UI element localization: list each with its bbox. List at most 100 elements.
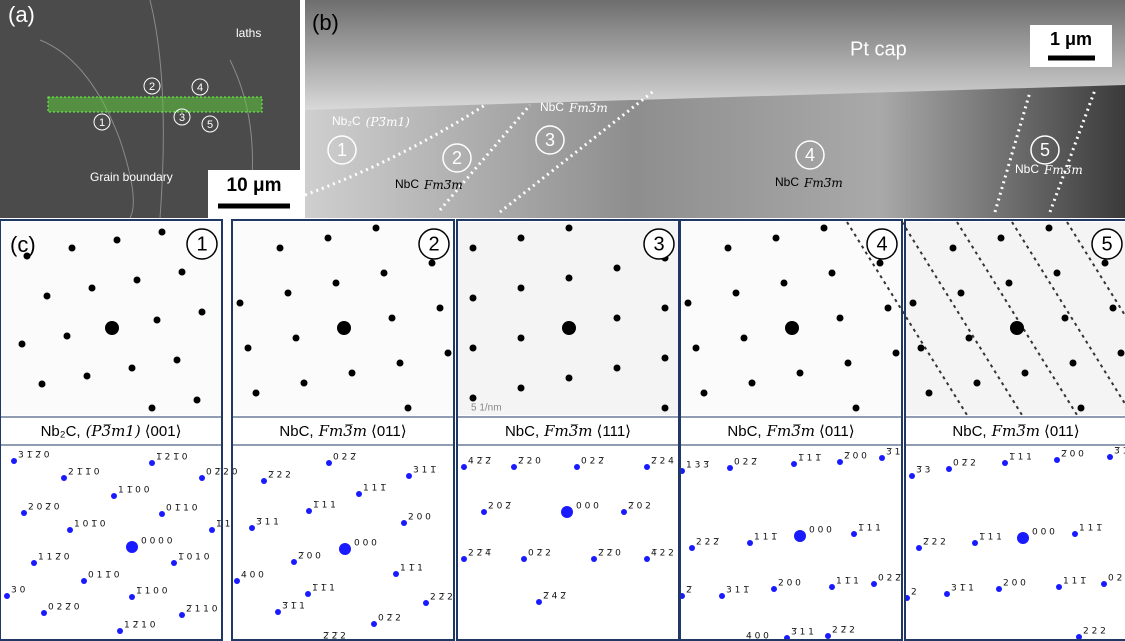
pattern: 4NbC,Fm3̅m⟨011⟩1 3 3̅0 2 2̅1̅ 1 1̅2̅ 0 0… [679,220,902,641]
diffraction-spot [518,285,525,292]
simulated-spot [461,464,467,470]
simulated-spot [791,461,797,467]
simulated-spot [149,460,155,466]
diffraction-spot [566,375,573,382]
phase: NbC [775,175,799,189]
simulated-spot [275,609,281,615]
spot-index: 2 0 2̅ [488,502,512,512]
diffraction-spot [1010,321,1024,335]
simulated-spot [944,591,950,597]
spot-index: 2̅ 2 0 [518,457,541,467]
simulated-spot [339,543,351,555]
simulated-spot [1072,531,1078,537]
diffraction-spot [69,245,76,252]
spot-index: 4 0 0 [241,571,264,581]
spot-index: 2 2 2̅ [696,538,720,548]
simulated-spot [305,591,311,597]
diffraction-spot [998,235,1005,242]
diffraction-spot [958,290,965,297]
scale-text: 1 μm [1050,29,1092,49]
phase: NbC [395,177,419,191]
diffraction-spot [44,293,51,300]
diffraction-spot [566,275,573,282]
zone-axis: ⟨011⟩ [1044,423,1080,440]
caption: NbC,Fm3̅m⟨011⟩ [727,422,854,440]
spot-index: 1 1 1̅ [363,484,387,494]
space-group: Fm3̅m [568,101,608,115]
spot-index: 0 2 2̅ 0 [48,603,80,613]
spot-index: 2̅ 4 2̅ [543,592,567,602]
simulated-spot [561,506,573,518]
spot-index: 2̅ 2 2 [268,471,291,481]
simulated-spot [1017,532,1029,544]
phase: NbC [1015,162,1039,176]
spot-index: 0 1̅ 1 0 [166,504,198,514]
scale-text: 5 1/nm [471,403,502,414]
spot-index: 1̅ 1 1 [979,533,1002,543]
spot-index: 3 1̅ 1 [951,584,974,594]
spot-index: 3̅ 1 [886,448,900,458]
panel-label: (a) [8,2,35,27]
diffraction-spot [285,290,292,297]
diffraction-spot [733,290,740,297]
diffraction-spot [194,397,201,404]
marker: 4 [197,82,203,94]
simulated-spot [837,459,843,465]
simulated-spot [111,493,117,499]
simulated-spot [171,560,177,566]
spot-index: 0 2̅ 2 [953,459,976,469]
region-number: 1 [337,140,347,160]
phase: NbC, [727,423,761,440]
spot-index: 1̅ 1̅ 1 [312,584,335,594]
diffraction-spot [781,280,788,287]
spot-index: 1 2̅ 1 0 [124,621,156,631]
marker: 3 [179,112,185,124]
spot-index: 0 0 0 [809,526,832,536]
spot-index: 2 2̅ 2 [832,626,855,636]
spot-index: 2 0 0 [1003,579,1026,589]
simulated-spot [31,560,37,566]
spot-index: 2̅ 0 2 [628,502,651,512]
simulated-spot [996,586,1002,592]
spot-index: 2 1̅ 1̅ 0 [68,468,100,478]
region-label: NbCFm3̅m [540,100,608,114]
simulated-spot [747,540,753,546]
spot-index: 1̅ 1 1 [1009,453,1032,463]
diffraction-spot [429,260,436,267]
zone-axis: ⟨111⟩ [597,423,632,440]
region-number: 4 [805,145,815,165]
phase: Nb₂C, [41,423,81,440]
diffraction-spot [381,270,388,277]
diffraction-spot [397,360,404,367]
panel-label: (b) [312,10,339,35]
simulated-spot [871,581,877,587]
simulated-spot [306,508,312,514]
space-group: (P3̅m1) [86,422,141,440]
phase: NbC, [279,423,313,440]
spot-index: 1̅ 0 1 0 [178,553,210,563]
space-group: Fm3̅m [543,422,592,440]
diffraction-spot [773,235,780,242]
simulated-spot [916,545,922,551]
figure: (a) laths Grain boundary 10 μm (b) Pt ca… [0,0,1125,641]
scale-text: 10 μm [227,175,282,196]
spot-index: 1̅ 1 [216,520,230,530]
diffraction-spot [1070,360,1077,367]
spot-index: 1 0 1̅ 0 [74,520,106,530]
pattern-number: 2 [428,233,439,255]
diffraction-spot [966,335,973,342]
spot-index: 1̅ 1 0 0 [136,587,168,597]
simulated-spot [946,466,952,472]
spot-index: 0 2 2̅ [878,574,902,584]
zone-axis: ⟨011⟩ [371,423,407,440]
diffraction-spot [470,295,477,302]
pattern: 2NbC,Fm3̅m⟨011⟩0 2 2̅2̅ 2 23 1 1̅1 1 1̅1… [232,220,454,641]
diffraction-spot [337,321,351,335]
spot-index: 2̅ 0 0 [298,552,321,562]
diffraction-spot [877,260,884,267]
diffraction-spot [114,237,121,244]
simulated-spot [21,510,27,516]
spot-index: 1̅ 1 1̅ [798,454,822,464]
simulated-spot [234,578,240,584]
